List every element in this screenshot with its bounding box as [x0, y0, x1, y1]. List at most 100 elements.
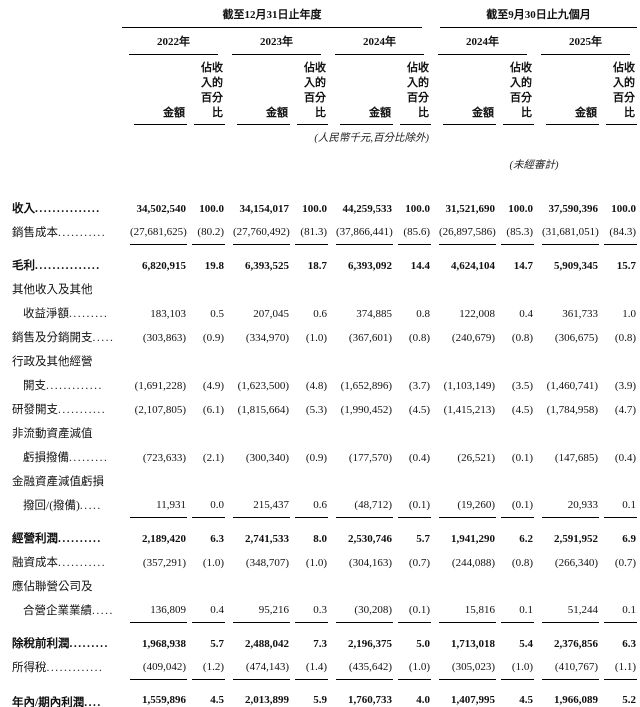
year-header-2022: 2022年: [129, 28, 218, 55]
percent-cell: (5.3): [290, 398, 328, 422]
amount-cell: (1,103,149): [431, 350, 496, 398]
amount-value: (1,990,452): [340, 404, 392, 416]
percent-value: 0.5: [210, 308, 224, 320]
percent-cell: (4.9): [187, 350, 225, 398]
amount-cell: (306,675): [534, 326, 599, 350]
amount-cell: 5,909,345: [534, 245, 599, 278]
amount-cell: (1,990,452): [328, 398, 393, 422]
amount-value: 122,008: [459, 308, 495, 320]
amount-value: (1,103,149): [443, 380, 495, 392]
amount-value: (147,685): [554, 452, 598, 464]
percent-cell: (0.1): [496, 422, 534, 470]
amount-value: 2,013,899: [233, 689, 290, 707]
amount-cell: 2,741,533: [225, 518, 290, 551]
amount-cell: (177,570): [328, 422, 393, 470]
row-label-text: 收益淨額: [23, 308, 69, 320]
percent-cell: 0.1: [496, 575, 534, 623]
row-label: 研發開支...........: [12, 398, 122, 422]
dot-leader: .........: [69, 638, 109, 650]
table-row: 收入............... 34,502,540 100.0 34,154,0…: [12, 197, 637, 221]
amount-cell: 2,530,746: [328, 518, 393, 551]
period-interim-header-cell: 截至9月30日止九個月: [431, 8, 637, 28]
amount-value: (1,691,228): [134, 380, 186, 392]
year-header-2024: 2024年: [335, 28, 424, 55]
row-label: 所得稅.............: [12, 656, 122, 680]
percent-value: (0.4): [408, 452, 430, 464]
amount-label: 金額: [369, 107, 391, 119]
amount-value: 6,393,525: [245, 260, 289, 272]
unit-note-row: (人民幣千元,百分比除外): [12, 125, 637, 146]
table-row: 融資成本........... (357,291) (1.0) (348,707) (1…: [12, 551, 637, 575]
row-label-text: 收入: [12, 203, 35, 215]
amount-value: (357,291): [142, 557, 186, 569]
amount-value: 136,809: [130, 599, 187, 623]
percent-label-line1: 佔收入的: [613, 62, 635, 89]
percent-value: 18.7: [307, 260, 327, 272]
percent-value: 0.3: [295, 599, 328, 623]
amount-column-header: 金額: [431, 55, 496, 125]
amount-value: (30,208): [336, 599, 393, 623]
amount-value: (266,340): [554, 557, 598, 569]
percent-value: (1.0): [305, 332, 327, 344]
percent-label-line2: 百分比: [201, 92, 223, 119]
row-label-text: 除稅前利潤: [12, 638, 70, 650]
percent-value: 5.9: [295, 689, 328, 707]
year-header-2024-interim: 2024年: [438, 28, 527, 55]
amount-value: 2,196,375: [348, 638, 392, 650]
amount-value: 2,189,420: [142, 533, 186, 545]
amount-value: 215,437: [233, 494, 290, 518]
percent-value: (0.4): [614, 452, 636, 464]
amount-column-header: 金額: [328, 55, 393, 125]
percent-label-line2: 百分比: [613, 92, 635, 119]
amount-value: (19,260): [439, 494, 496, 518]
percent-label-line1: 佔收入的: [510, 62, 532, 89]
percent-value: (4.9): [202, 380, 224, 392]
percent-value: (0.1): [501, 494, 534, 518]
percent-value: 15.7: [616, 260, 636, 272]
label-column-spacer: [12, 55, 122, 125]
amount-cell: (409,042): [122, 656, 187, 680]
percent-value: (85.6): [398, 221, 431, 245]
amount-cell: (410,767): [534, 656, 599, 680]
percent-value: 7.3: [313, 638, 327, 650]
amount-cell: (1,460,741): [534, 350, 599, 398]
percent-cell: (0.7): [599, 551, 637, 575]
amount-cell: 2,488,042: [225, 623, 290, 656]
year-header-row: 2022年 2023年 2024年 2024年 2025年: [12, 28, 637, 55]
year-header-2025-interim: 2025年: [541, 28, 630, 55]
amount-value: (305,023): [439, 656, 496, 680]
percent-value: 0.1: [604, 599, 637, 623]
row-label: 銷售成本...........: [12, 221, 122, 245]
amount-cell: (2,107,805): [122, 398, 187, 422]
amount-cell: (305,023): [431, 656, 496, 680]
percent-cell: (3.5): [496, 350, 534, 398]
amount-cell: 2,196,375: [328, 623, 393, 656]
amount-cell: 34,154,017: [225, 197, 290, 221]
amount-value: 34,154,017: [239, 203, 290, 215]
percent-cell: (1.0): [393, 656, 431, 680]
percent-cell: (0.1): [393, 575, 431, 623]
percent-cell: 100.0: [599, 197, 637, 221]
amount-cell: 37,590,396: [534, 197, 599, 221]
amount-cell: 2,376,856: [534, 623, 599, 656]
row-label: 銷售及分銷開支.....: [12, 326, 122, 350]
dot-leader: .............: [46, 662, 104, 674]
table-row: 非流動資產減值 虧損撥備......... (723,633) (2.1) (300,3…: [12, 422, 637, 470]
amount-cell: 31,521,690: [431, 197, 496, 221]
percent-cell: (0.9): [187, 326, 225, 350]
percent-value: (6.1): [202, 404, 224, 416]
percent-value: 8.0: [313, 533, 327, 545]
amount-cell: (357,291): [122, 551, 187, 575]
amount-value: 1,760,733: [336, 689, 393, 707]
percent-value: (1.0): [305, 557, 327, 569]
amount-value: 2,591,952: [554, 533, 598, 545]
amount-value: 44,259,533: [342, 203, 393, 215]
percent-value: 0.1: [604, 494, 637, 518]
row-label-text: 合營企業業績: [23, 605, 92, 617]
percent-cell: (2.1): [187, 422, 225, 470]
percent-value: 5.7: [416, 533, 430, 545]
percent-value: 14.4: [410, 260, 430, 272]
table-row: 年內/期內利潤.... 1,559,896 4.5 2,013,899 5.9 1,760…: [12, 680, 637, 707]
amount-value: 1,559,896: [130, 689, 187, 707]
dot-leader: ...............: [35, 260, 101, 272]
